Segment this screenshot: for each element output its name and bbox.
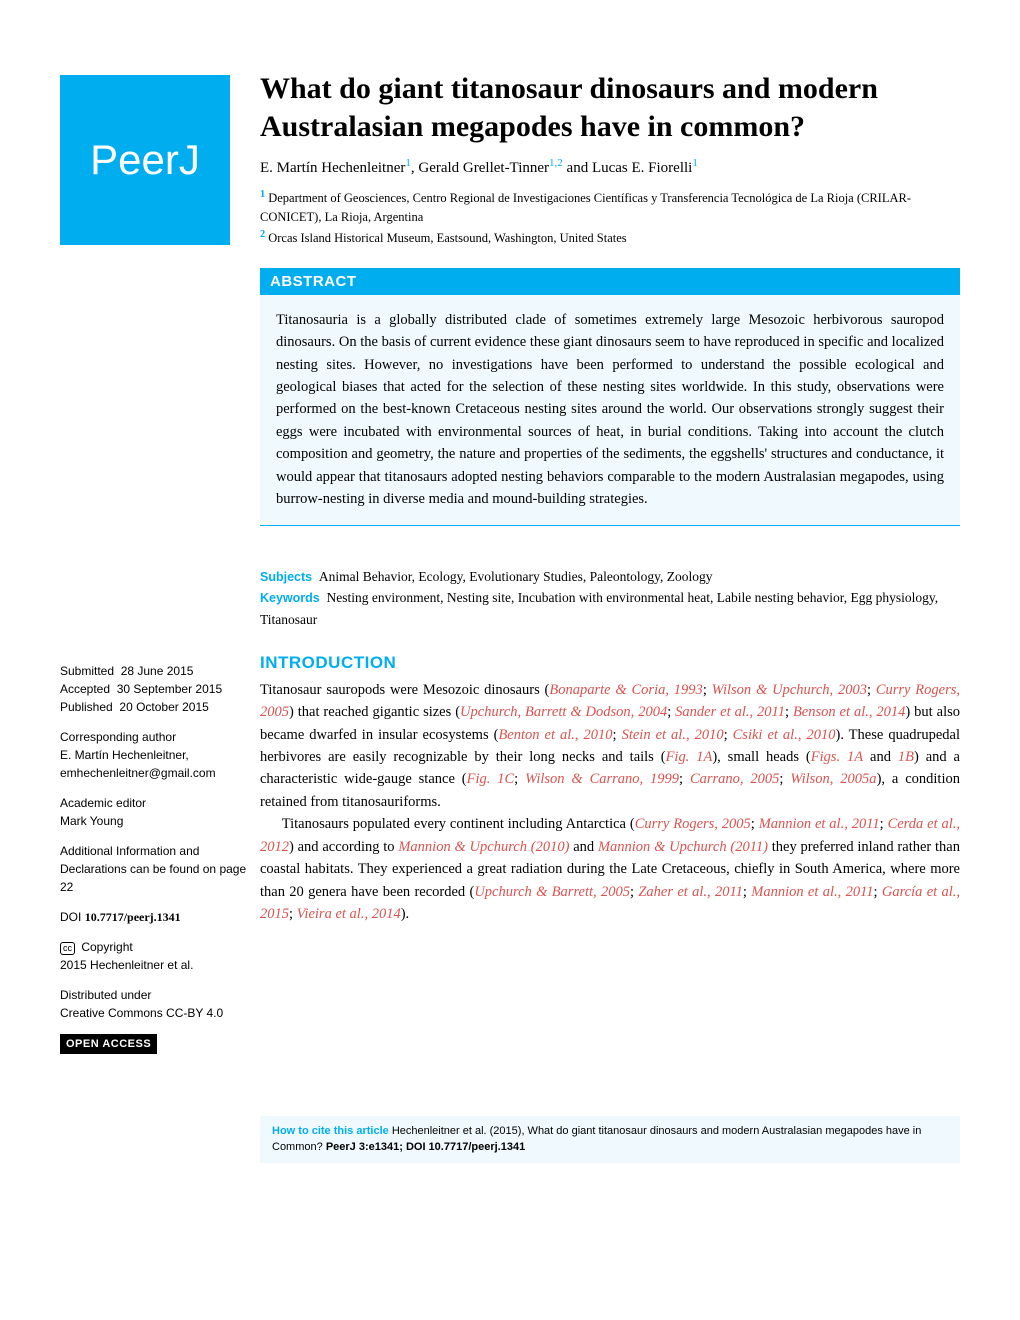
submitted-date: 28 June 2015	[121, 664, 194, 678]
accepted-date: 30 September 2015	[117, 682, 222, 696]
article-title: What do giant titanosaur dinosaurs and m…	[260, 70, 960, 145]
affiliations: 1Department of Geosciences, Centro Regio…	[260, 187, 960, 248]
editor-name: Mark Young	[60, 814, 123, 828]
corresponding-label: Corresponding author	[60, 730, 176, 744]
submitted-label: Submitted	[60, 664, 114, 678]
editor-label: Academic editor	[60, 796, 146, 810]
doi-value: 10.7717/peerj.1341	[85, 910, 181, 924]
logo-text: PeerJ	[90, 136, 200, 184]
authors-line: E. Martín Hechenleitner1, Gerald Grellet…	[260, 157, 960, 177]
doi-label: DOI	[60, 910, 81, 924]
open-access-badge: OPEN ACCESS	[60, 1034, 157, 1055]
cite-label: How to cite this article	[272, 1125, 389, 1137]
sidebar: Submitted 28 June 2015 Accepted 30 Septe…	[60, 566, 260, 1067]
cc-icon: cc	[60, 942, 75, 955]
cite-journal: PeerJ	[326, 1141, 356, 1153]
journal-logo: PeerJ	[60, 75, 230, 245]
published-label: Published	[60, 700, 113, 714]
distributed-label: Distributed under	[60, 988, 151, 1002]
subjects-text: Animal Behavior, Ecology, Evolutionary S…	[319, 569, 713, 584]
copyright-text: 2015 Hechenleitner et al.	[60, 958, 193, 972]
abstract-body: Titanosauria is a globally distributed c…	[260, 295, 960, 526]
subjects-keywords: Subjects Animal Behavior, Ecology, Evolu…	[260, 566, 960, 631]
cite-ref: 3:e1341; DOI 10.7717/peerj.1341	[359, 1141, 525, 1153]
introduction-body: Titanosaur sauropods were Mesozoic dinos…	[260, 679, 960, 926]
subjects-label: Subjects	[260, 570, 312, 584]
published-date: 20 October 2015	[119, 700, 208, 714]
abstract-header: ABSTRACT	[260, 268, 960, 295]
additional-info: Additional Information and Declarations …	[60, 844, 246, 894]
citation-box: How to cite this article Hechenleitner e…	[260, 1116, 960, 1163]
copyright-label: Copyright	[81, 940, 132, 954]
keywords-text: Nesting environment, Nesting site, Incub…	[260, 590, 938, 627]
distributed-text: Creative Commons CC-BY 4.0	[60, 1006, 223, 1020]
accepted-label: Accepted	[60, 682, 110, 696]
corresponding-name: E. Martín Hechenleitner,	[60, 748, 189, 762]
keywords-label: Keywords	[260, 591, 320, 605]
corresponding-email: emhechenleitner@gmail.com	[60, 766, 216, 780]
introduction-heading: INTRODUCTION	[260, 653, 960, 673]
